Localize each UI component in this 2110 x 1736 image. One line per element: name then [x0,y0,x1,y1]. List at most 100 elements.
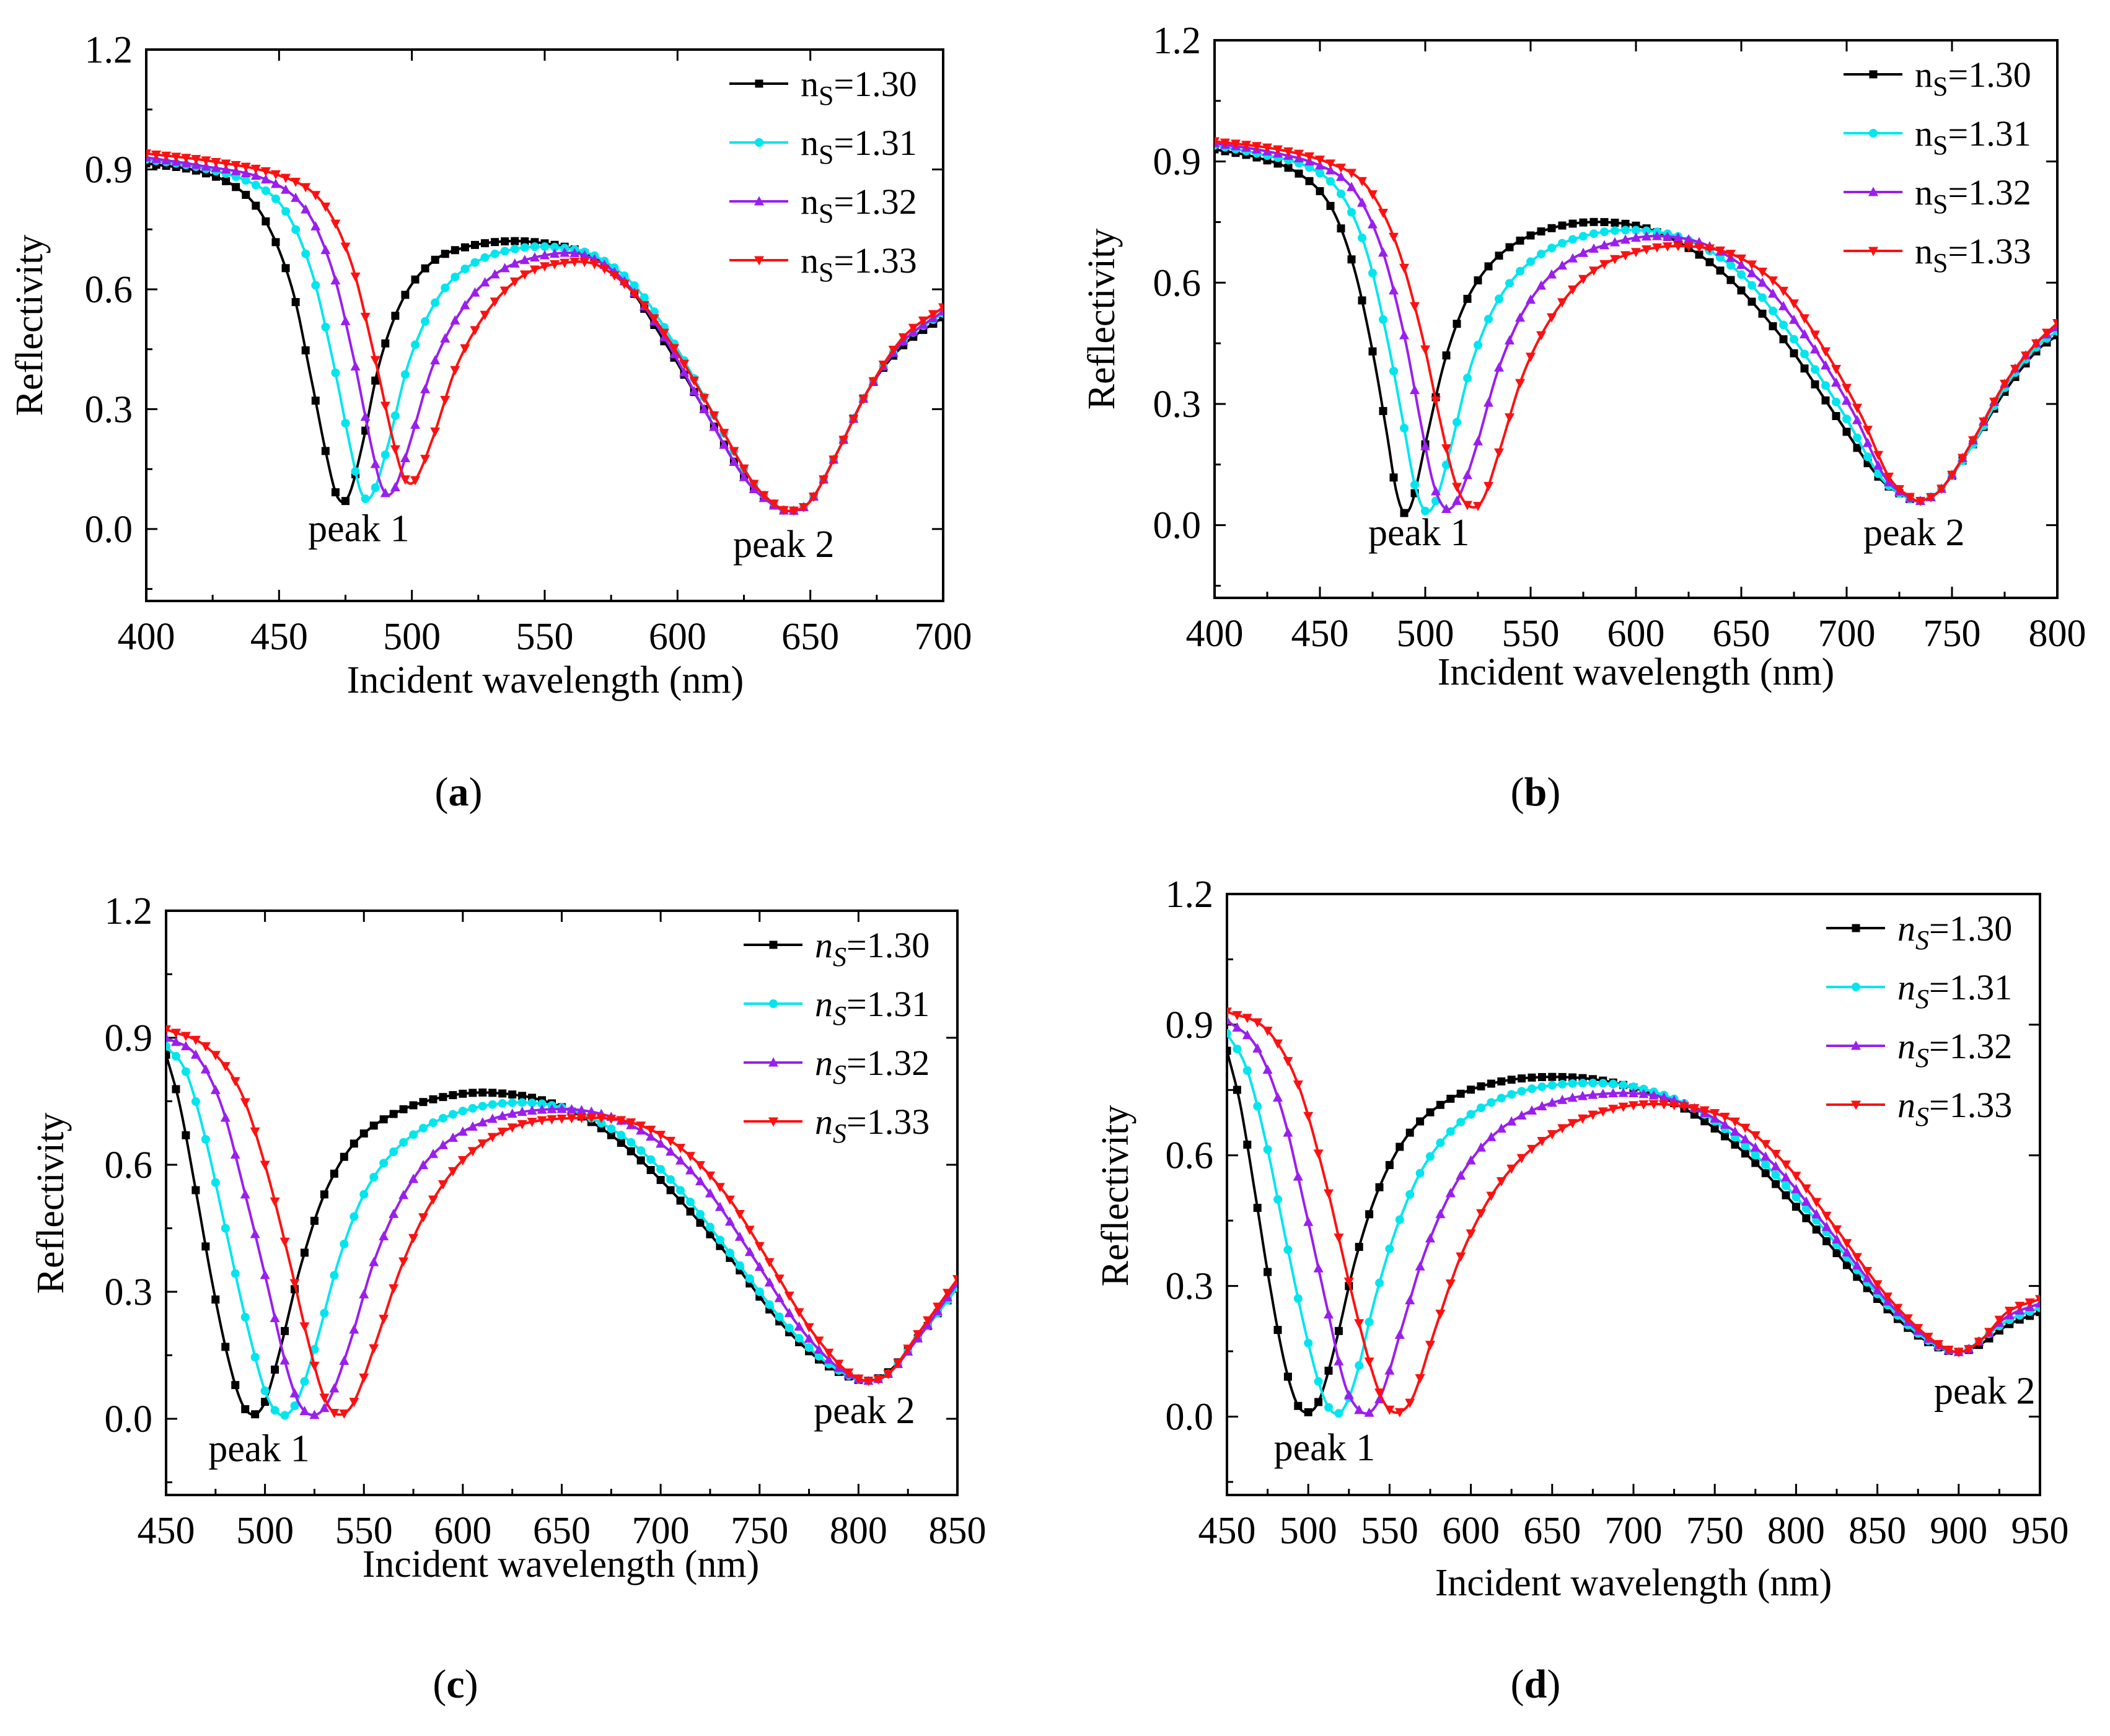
data-point [498,1089,507,1098]
legend-marker [1851,1040,1861,1050]
data-point [1395,1215,1404,1224]
data-point [1527,1105,1537,1115]
data-point [289,1279,300,1289]
data-point [928,310,938,320]
data-point [1953,1348,1964,1357]
data-point [1673,232,1683,242]
data-point [1537,227,1545,236]
data-point [1821,396,1830,405]
data-point [1638,1089,1649,1098]
legend-marker [1869,129,1878,138]
series-circle [1227,1028,2040,1418]
data-point [1516,236,1524,245]
data-point [1453,418,1461,427]
data-point [211,1295,220,1304]
data-point [260,167,271,177]
data-point [309,1409,320,1419]
data-point [1736,254,1746,264]
data-point [540,250,550,260]
data-point [1389,473,1398,482]
data-point [1273,1195,1282,1204]
data-point [181,1067,190,1076]
y-tick-label: 0.0 [1153,505,1202,547]
data-point [1690,1110,1699,1119]
data-point [1375,1183,1384,1191]
data-point [1821,381,1830,390]
data-point [908,323,918,333]
data-point [359,1374,369,1383]
data-point [1415,1168,1425,1178]
data-point [191,155,201,165]
data-point [1506,1116,1517,1126]
data-point [1506,1164,1517,1174]
data-point [1304,1338,1313,1348]
data-point [349,1139,358,1148]
data-point [2021,351,2031,361]
data-point [211,157,221,167]
data-point [1456,1170,1466,1180]
data-point [814,1352,824,1361]
data-point [1811,380,1819,388]
x-tick-label: 800 [1767,1510,1825,1552]
data-point [1436,1138,1445,1147]
data-point [1579,218,1588,227]
series-triangle-down [1215,137,2057,512]
data-point [765,1300,774,1309]
data-point [480,253,490,262]
data-point [1821,1211,1832,1221]
x-tick-label: 400 [1186,613,1244,655]
data-point [784,1307,794,1317]
data-point [1789,299,1799,309]
panel-label: (d) [1511,1662,1561,1707]
peak-annotation: peak 1 [1368,512,1470,554]
data-point [381,339,390,348]
data-point [517,1120,527,1129]
peak-annotation: peak 1 [308,507,410,550]
data-point [1902,1314,1913,1324]
data-point [1619,1081,1628,1090]
data-point [349,1212,359,1221]
legend-marker [754,256,764,266]
data-point [1426,1152,1435,1161]
data-point [211,162,221,172]
data-point [260,1386,270,1395]
data-point [320,203,331,213]
data-point [428,1195,438,1205]
legend-entry: nS=1.31 [744,984,930,1031]
data-point [421,317,430,326]
data-point [923,1316,933,1326]
data-point [1832,1225,1842,1235]
data-point [656,1165,666,1174]
data-point [1781,1160,1791,1170]
data-point [409,1101,418,1110]
data-point [1365,1317,1374,1326]
data-point [1420,345,1430,355]
data-point [599,265,610,274]
data-point [819,475,829,485]
data-point [705,1171,715,1181]
data-point [1368,347,1377,356]
data-point [607,1131,615,1139]
data-point [913,1330,923,1339]
data-point [1343,1390,1354,1400]
data-point [1832,1249,1841,1258]
y-tick-label: 0.6 [1153,262,1202,304]
data-point [1710,1109,1720,1119]
data-point [1758,293,1767,302]
data-point [1642,226,1651,235]
data-point [699,393,710,403]
data-point [1347,255,1356,264]
data-point [411,275,420,284]
data-point [281,184,291,194]
data-point [518,1092,527,1100]
data-point [1473,436,1483,445]
data-point [1852,403,1862,413]
data-point [1537,1072,1546,1081]
data-point [460,344,470,354]
data-point [509,277,520,287]
data-point [341,419,350,428]
data-point [2004,1307,2015,1317]
data-point [1747,297,1756,306]
data-point [1315,156,1325,165]
data-point [1400,509,1409,517]
